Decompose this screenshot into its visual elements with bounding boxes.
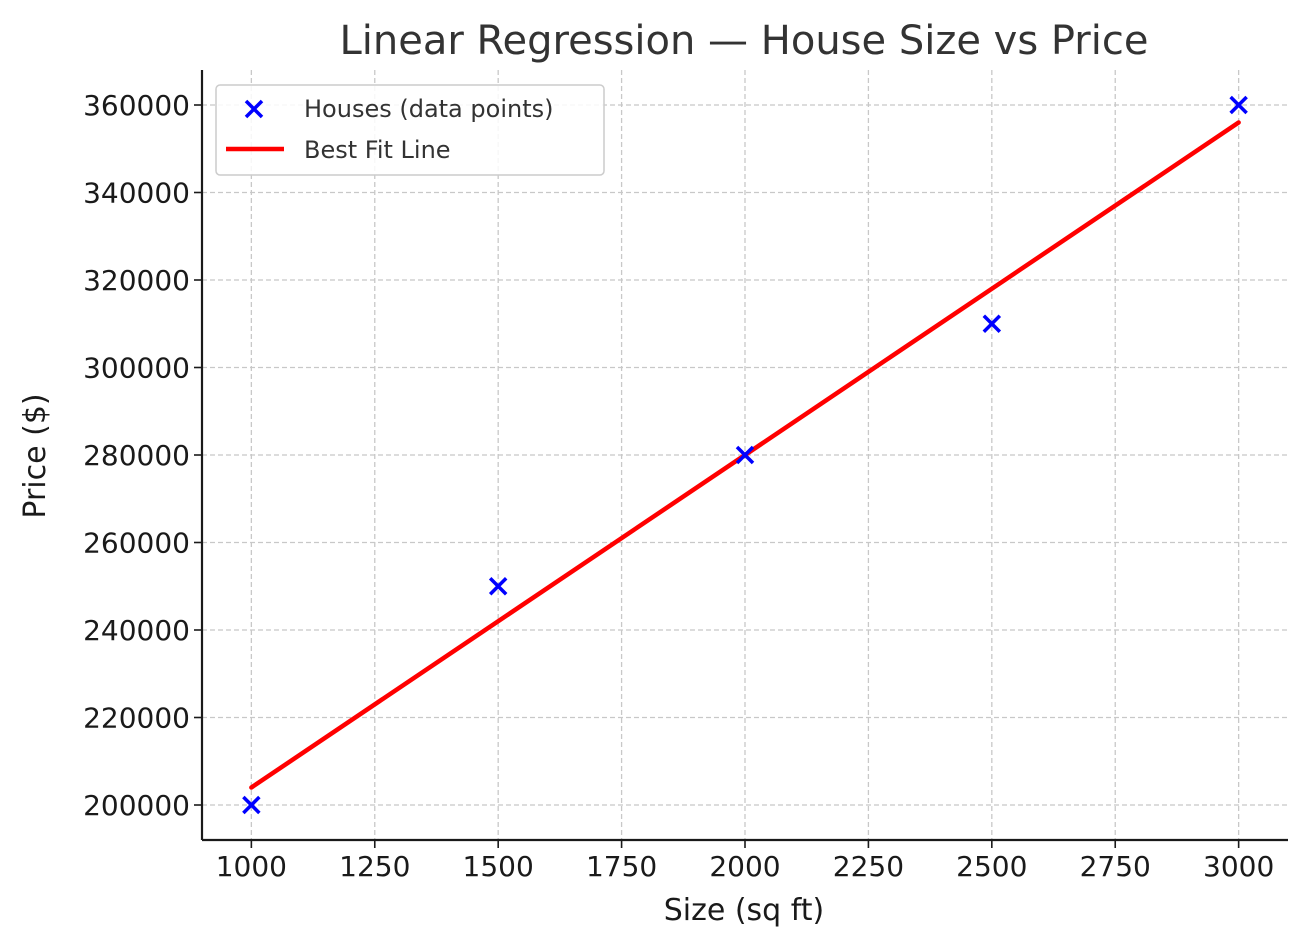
- legend: Houses (data points) Best Fit Line: [215, 84, 605, 176]
- legend-label-best-fit: Best Fit Line: [304, 136, 451, 164]
- y-tick-label: 300000: [83, 352, 190, 385]
- x-axis-label: Size (sq ft): [664, 893, 825, 928]
- x-tick-label: 1500: [463, 850, 534, 883]
- data-point: [1229, 95, 1248, 115]
- data-point: [242, 795, 261, 815]
- x-tick-label: 1250: [339, 850, 410, 883]
- ticks: 1000 1250 1500 1750 2000 2250 2500 2750 3000 2000…: [83, 89, 1274, 883]
- y-tick-label: 320000: [83, 264, 190, 297]
- data-point: [982, 314, 1002, 333]
- x-tick-label: 2000: [709, 850, 780, 883]
- y-tick-label: 280000: [83, 439, 190, 472]
- x-tick-label: 2750: [1080, 850, 1151, 883]
- plot-area: [242, 95, 1248, 815]
- data-point: [735, 445, 755, 465]
- x-tick-label: 2250: [833, 850, 904, 883]
- legend-label-houses: Houses (data points): [304, 95, 553, 123]
- x-tick-label: 1000: [216, 850, 287, 883]
- x-tick-label: 2500: [956, 850, 1027, 883]
- y-tick-label: 220000: [83, 702, 190, 735]
- y-tick-label: 260000: [83, 527, 190, 560]
- chart-title: Linear Regression — House Size vs Price: [340, 18, 1149, 64]
- x-tick-label: 1750: [586, 850, 657, 883]
- x-tick-label: 3000: [1203, 850, 1274, 883]
- legend-box: [215, 84, 605, 176]
- y-tick-label: 360000: [83, 89, 190, 122]
- y-tick-label: 200000: [83, 789, 190, 822]
- y-tick-label: 240000: [83, 614, 190, 647]
- y-tick-label: 340000: [83, 177, 190, 210]
- legend-marker-houses: [244, 99, 264, 119]
- data-point: [488, 577, 508, 596]
- y-axis-label: Price ($): [18, 393, 53, 518]
- grid: [202, 70, 1288, 840]
